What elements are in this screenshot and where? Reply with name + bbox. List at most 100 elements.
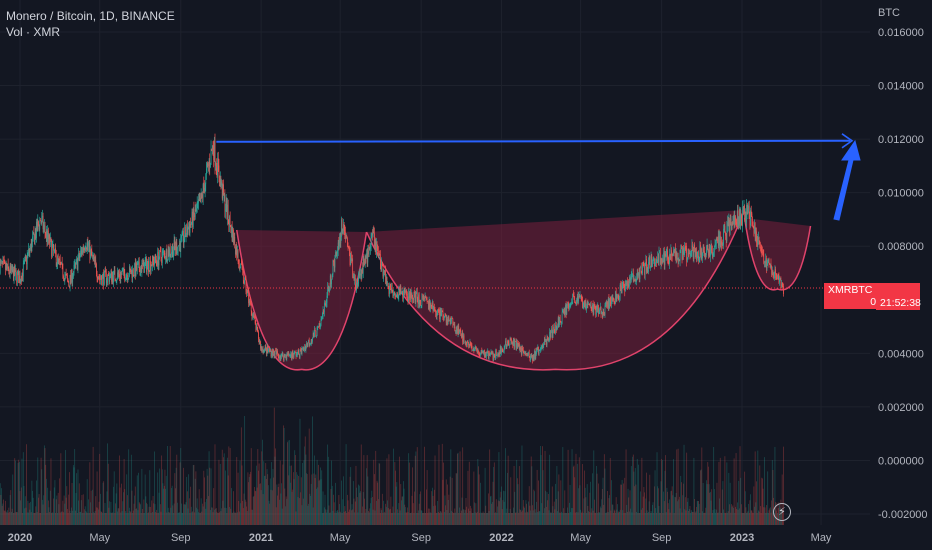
candle-body [506,345,508,347]
candle-body [62,263,64,277]
candle-body [282,353,284,358]
volume-bar [121,483,122,525]
volume-bar [454,508,456,525]
volume-bar [607,512,609,525]
candle-body [572,293,574,303]
price-tick-label: 0.000000 [878,455,924,467]
volume-bar [522,510,524,525]
candle-body [73,264,75,273]
candle-body [275,350,277,355]
time-tick-label: May [89,532,110,544]
candle-body [694,247,696,254]
candle-body [238,261,240,265]
volume-bar [261,451,263,525]
candle-body [451,317,453,319]
candle-body [140,267,142,273]
volume-legend[interactable]: Vol · XMR [6,25,61,39]
volume-bar [278,483,280,525]
volume-bar [651,512,653,525]
volume-bar [405,512,407,525]
price-axis[interactable]: BTC 0.0160000.0140000.0120000.0100000.00… [878,7,928,521]
candle-body [262,348,263,350]
candle-body [243,280,245,284]
volume-bar [489,449,491,525]
candle-body [708,249,709,256]
volume-bar [36,480,37,525]
candle-body [710,249,711,257]
volume-bar [128,507,130,525]
candle-body [725,232,726,236]
candle-body [681,248,683,260]
volume-bar [514,491,516,525]
volume-bar [358,485,360,525]
candle-body [605,302,606,306]
candle-body [347,245,349,247]
lightning-icon[interactable]: ⚡ [773,503,791,521]
candle-body [129,267,130,277]
candle-body [115,278,116,282]
candle-body [505,340,506,346]
candle-body [769,263,771,265]
volume-bar [227,457,228,525]
volume-bar [209,510,211,525]
candle-body [315,330,317,337]
volume-bar [243,493,245,525]
candle-body [76,258,78,260]
volume-bar [161,469,163,525]
candle-body [168,250,170,257]
volume-bar [618,511,620,525]
volume-bar [626,511,628,525]
candle-body [175,242,177,251]
volume-bar [240,503,242,525]
volume-bar [749,500,751,525]
time-axis[interactable]: 2020 May Sep 2021 May Sep 2022 May Sep 2023 May [8,532,832,544]
candle-body [488,350,489,359]
volume-bar [498,452,500,525]
volume-bar [275,448,276,525]
candle-body [287,353,288,356]
candle-body [734,216,736,224]
candle-body [279,356,280,359]
candle-body [356,279,358,285]
volume-bar [705,507,707,525]
candle-body [308,339,310,345]
candle-body [287,352,289,356]
candle-body [775,269,776,275]
candle-body [183,231,184,243]
symbol-title[interactable]: Monero / Bitcoin, 1D, BINANCE [6,9,175,23]
candle-body [493,353,495,356]
candle-body [648,256,650,262]
volume-bar [449,476,451,525]
candle-body [374,241,376,247]
candle-body [637,272,639,276]
volume-bar [242,500,244,525]
volume-bar [168,512,170,525]
candle-body [159,250,161,259]
volume-bar [74,449,76,525]
price-tag-symbol: XMRBTC [828,284,873,296]
candle-body [101,275,103,285]
candle-body [71,269,73,283]
candle-body [246,289,248,294]
volume-bar [665,512,667,525]
candle-body [376,241,378,245]
candle-body [257,328,259,332]
candle-body [712,253,714,256]
candle-body [3,260,4,262]
volume-bar [260,483,261,525]
candle-body [88,241,90,246]
volume-bar [232,512,234,525]
volume-bar [57,492,59,525]
candle-body [693,245,695,259]
candle-body [434,309,436,311]
candle-body [675,247,676,259]
volume-bar [236,512,238,525]
volume-bar [416,512,417,525]
volume-bar [202,506,204,525]
volume-bar [464,512,466,525]
volume-bar [254,487,255,525]
volume-bar [410,513,412,525]
candle-body [167,260,168,262]
volume-bar [638,512,640,525]
